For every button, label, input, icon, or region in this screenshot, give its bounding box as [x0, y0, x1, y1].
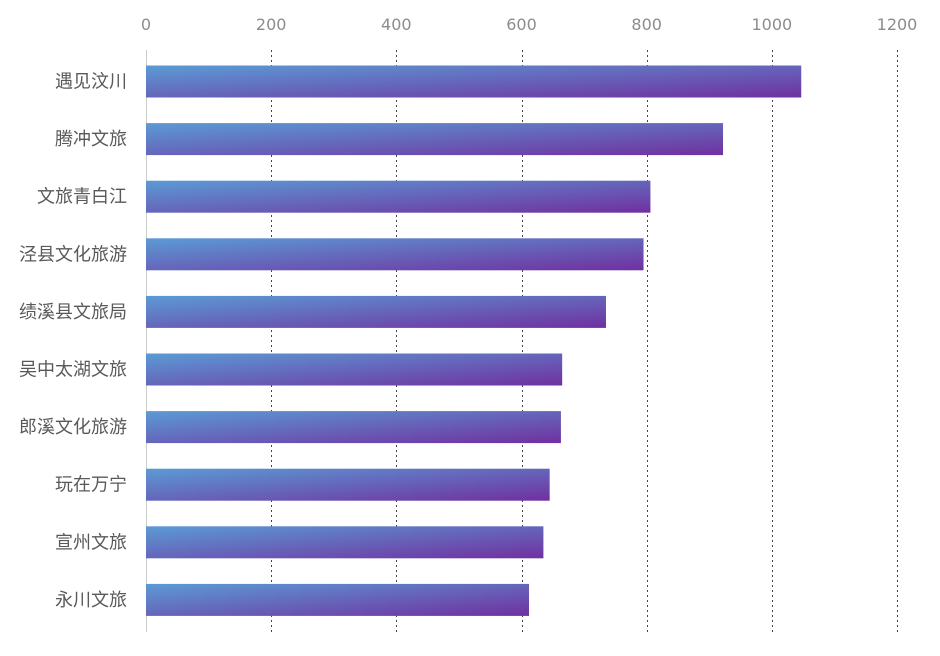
bar-6: [146, 353, 563, 386]
bar-3: [146, 180, 651, 213]
bar-9: [146, 526, 544, 559]
x-tick-label-1000: 1000: [751, 15, 792, 34]
x-tick-label-800: 800: [631, 15, 662, 34]
category-label-4: 泾县文化旅游: [19, 244, 127, 265]
bar-2: [146, 123, 724, 156]
category-label-5: 绩溪县文旅局: [19, 302, 127, 323]
category-label-10: 永川文旅: [55, 590, 127, 611]
x-tick-label-0: 0: [141, 15, 151, 34]
labels: 0 200 400 600 800 1000 1200 遇见汶川腾冲文旅文旅青白江泾县文化旅游…: [19, 15, 917, 611]
x-tick-label-1200: 1200: [877, 15, 918, 34]
bar-10: [146, 583, 530, 616]
x-tick-label-400: 400: [381, 15, 412, 34]
category-label-3: 文旅青白江: [37, 187, 127, 208]
bar-5: [146, 295, 606, 328]
category-label-9: 宣州文旅: [55, 532, 127, 553]
bar-8: [146, 468, 550, 501]
bar-7: [146, 411, 561, 444]
x-tick-label-600: 600: [506, 15, 537, 34]
x-tick-label-200: 200: [256, 15, 287, 34]
category-label-7: 郎溪文化旅游: [19, 417, 127, 438]
category-label-1: 遇见汶川: [55, 72, 127, 93]
bar-1: [146, 65, 802, 98]
bars: [146, 65, 802, 616]
category-label-2: 腾冲文旅: [55, 129, 127, 150]
bar-4: [146, 238, 644, 271]
category-label-6: 吴中太湖文旅: [19, 360, 127, 381]
category-label-8: 玩在万宁: [55, 475, 127, 496]
